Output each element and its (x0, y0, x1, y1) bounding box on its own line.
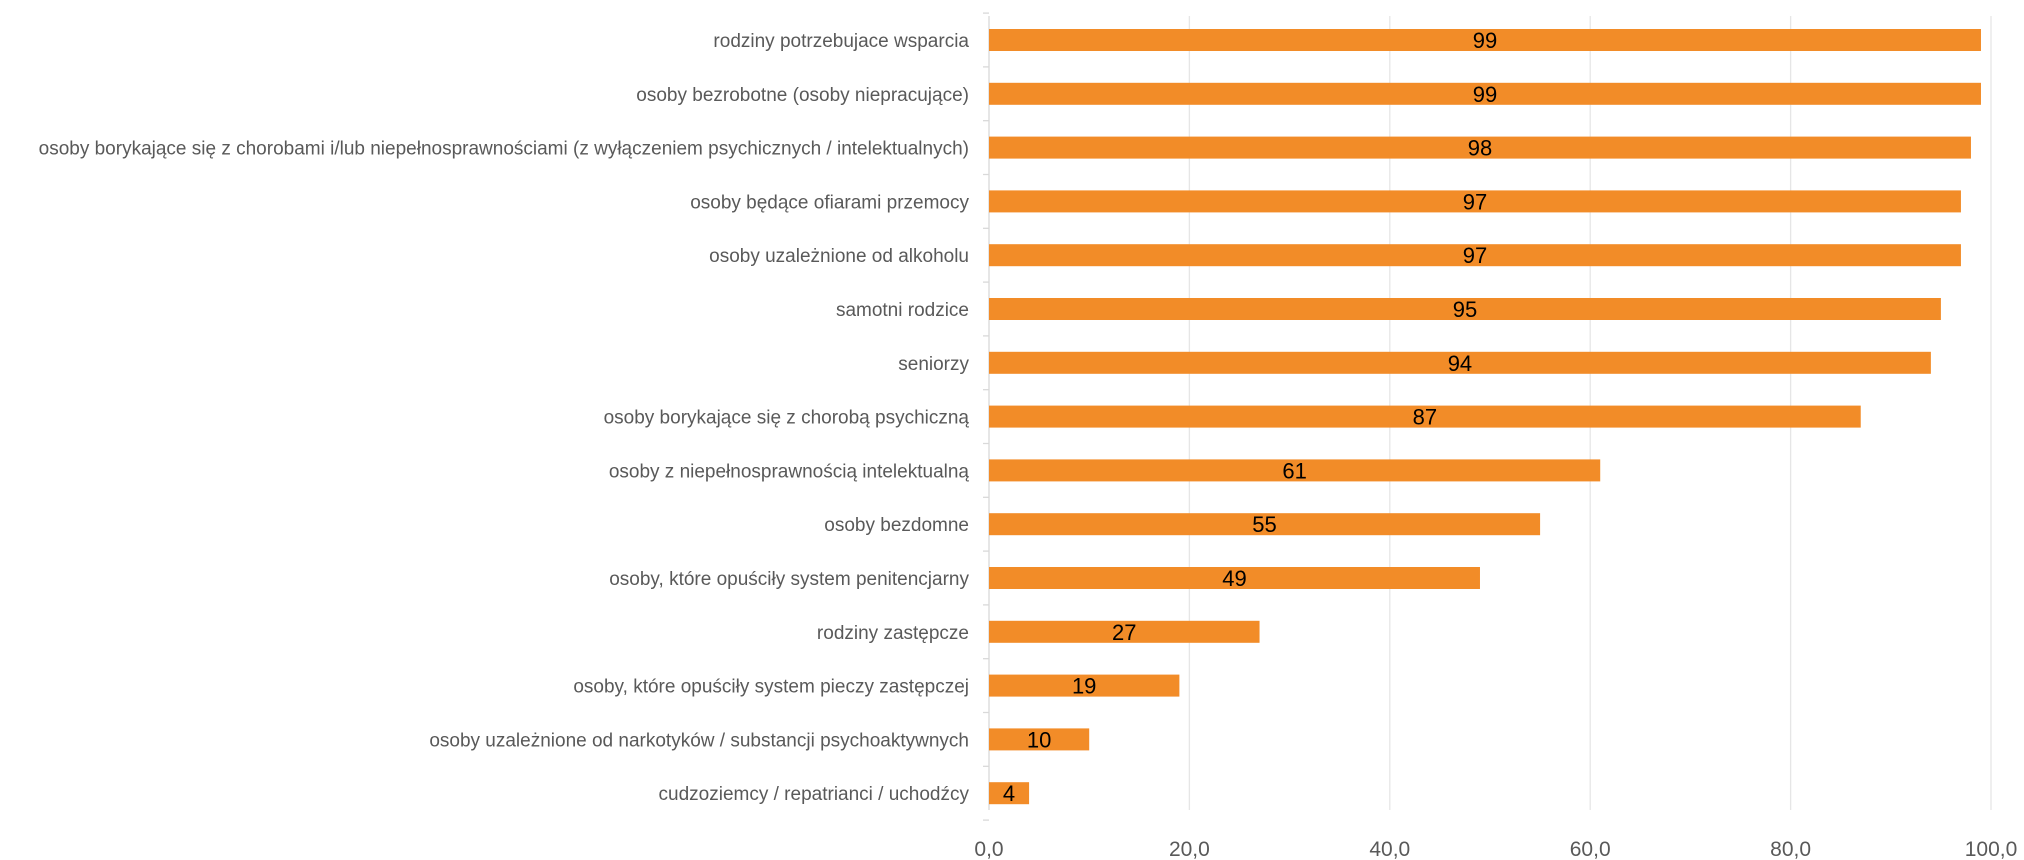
x-tick-label: 80,0 (1770, 838, 1811, 860)
bar (989, 459, 1601, 482)
bar (989, 674, 1180, 697)
category-label: rodziny potrzebujace wsparcia (713, 31, 969, 52)
bar (989, 29, 1981, 51)
bar (989, 513, 1541, 536)
data-labels: 99 99 98 97 97 95 94 87 61 55 49 27 19 10 4 (1003, 28, 1497, 806)
bar (989, 728, 1090, 751)
data-label: 98 (1468, 136, 1492, 161)
bar (989, 136, 1971, 159)
category-label: osoby borykające się z chorobą psychiczn… (604, 408, 970, 429)
data-label: 10 (1027, 727, 1051, 752)
data-label: 99 (1473, 82, 1497, 107)
category-label: cudzoziemcy / repatrianci / uchodźcy (659, 784, 970, 805)
data-label: 55 (1252, 512, 1276, 537)
category-label: osoby borykające się z chorobami i/lub n… (39, 139, 969, 160)
data-label: 61 (1282, 458, 1306, 483)
x-axis-ticks: 0,0 20,0 40,0 60,0 80,0 100,0 (974, 838, 2017, 860)
data-label: 97 (1463, 189, 1487, 214)
x-tick-label: 20,0 (1169, 838, 1210, 860)
data-label: 95 (1453, 297, 1477, 322)
x-tick-label: 0,0 (974, 838, 1003, 860)
x-tick-label: 60,0 (1570, 838, 1611, 860)
bars (989, 29, 1981, 805)
category-label: osoby będące ofiarami przemocy (690, 192, 969, 213)
data-label: 19 (1072, 674, 1096, 699)
data-label: 4 (1003, 781, 1015, 806)
x-tick-label: 100,0 (1965, 838, 2018, 860)
category-label: samotni rodzice (836, 300, 969, 321)
bar (989, 782, 1030, 805)
category-label: osoby uzależnione od narkotyków / substa… (429, 730, 969, 751)
bar (989, 82, 1981, 105)
bar (989, 620, 1260, 643)
category-label: rodziny zastępcze (817, 623, 969, 644)
category-label: seniorzy (898, 354, 969, 375)
bar (989, 298, 1941, 320)
bar (989, 244, 1961, 267)
bar (989, 405, 1861, 428)
x-tick-label: 40,0 (1369, 838, 1410, 860)
category-label: osoby, które opuściły system penitencjar… (609, 569, 969, 590)
bar (989, 190, 1961, 213)
category-labels: rodziny potrzebujace wsparcia osoby bezro… (39, 31, 970, 805)
data-label: 97 (1463, 243, 1487, 268)
data-label: 49 (1222, 566, 1246, 591)
bar (989, 567, 1480, 589)
data-label: 87 (1413, 405, 1437, 430)
bar (989, 351, 1931, 374)
category-axis (983, 12, 990, 821)
data-label: 27 (1112, 620, 1136, 645)
category-label: osoby bezrobotne (osoby niepracujące) (636, 85, 969, 106)
data-label: 99 (1473, 28, 1497, 53)
category-label: osoby uzależnione od alkoholu (709, 246, 969, 267)
data-label: 94 (1448, 351, 1472, 376)
category-label: osoby z niepełnosprawnością intelektualn… (609, 461, 970, 482)
category-label: osoby, które opuściły system pieczy zast… (573, 677, 969, 698)
category-label: osoby bezdomne (824, 515, 969, 536)
